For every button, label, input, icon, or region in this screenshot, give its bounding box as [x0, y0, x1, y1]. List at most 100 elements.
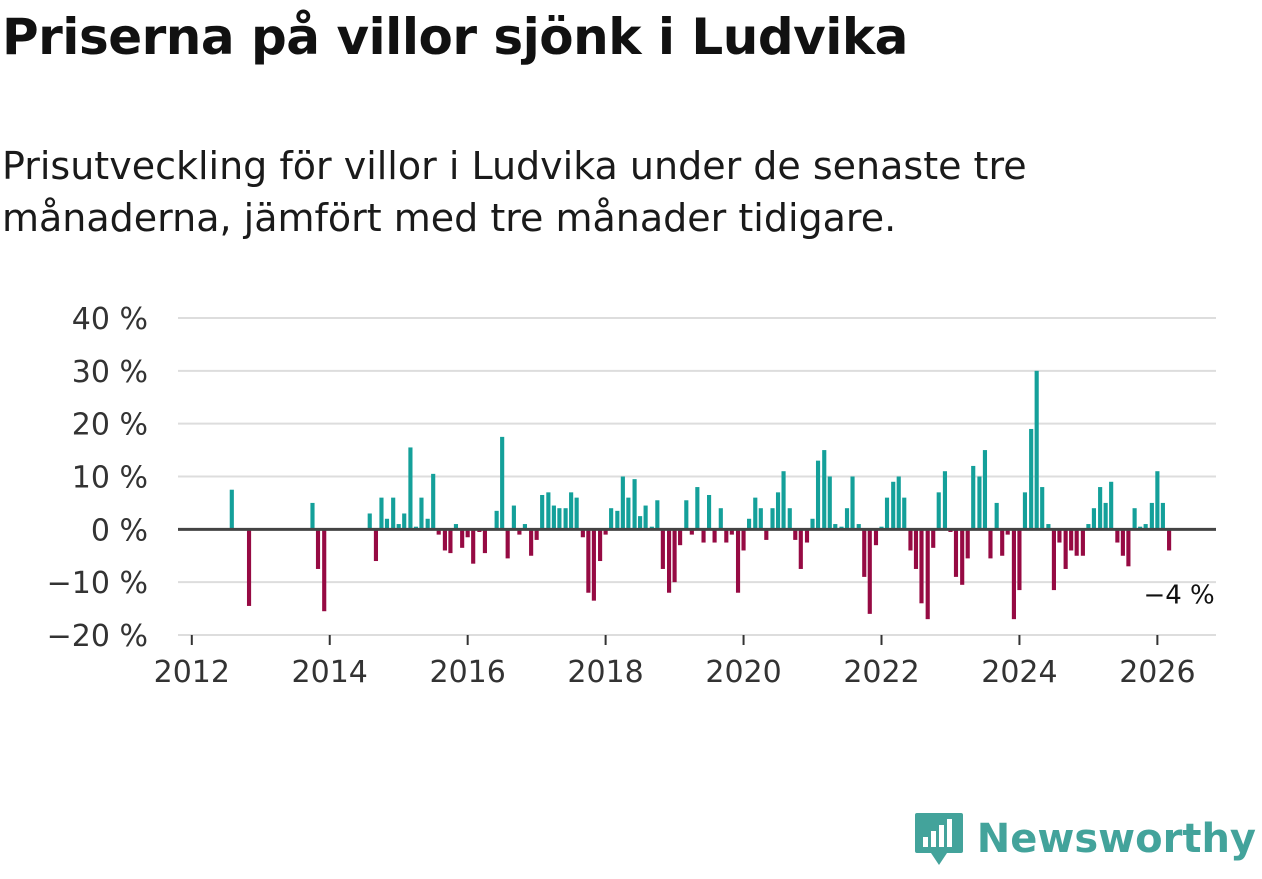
bar [425, 518, 430, 530]
bar [546, 492, 551, 530]
bar [384, 518, 390, 530]
bar [598, 529, 603, 562]
bar [626, 497, 631, 530]
bar [574, 497, 579, 530]
bar [942, 471, 948, 530]
x-tick-label: 2014 [292, 655, 368, 690]
bar [1080, 529, 1085, 556]
bar [1057, 529, 1062, 543]
bar [707, 494, 712, 530]
bar [482, 529, 487, 554]
y-tick-label: 0 % [91, 513, 148, 548]
bar [764, 529, 769, 540]
bar [453, 524, 459, 530]
chart-subtitle: Prisutveckling för villor i Ludvika unde… [2, 144, 1027, 240]
bar [770, 508, 775, 530]
y-tick-label: −10 % [47, 566, 148, 601]
y-tick-label: 10 % [72, 461, 148, 496]
bar [534, 529, 539, 540]
bar [718, 508, 723, 530]
bar [632, 479, 637, 530]
bar [517, 529, 522, 535]
bar [229, 489, 234, 530]
y-tick-label: −20 % [47, 619, 148, 654]
newsworthy-brand-name: Newsworthy [976, 816, 1256, 862]
bar [448, 529, 453, 554]
bar [758, 508, 763, 530]
bar [891, 481, 896, 530]
bar [798, 529, 803, 569]
bar [994, 502, 999, 530]
bar [1120, 529, 1125, 556]
bar [402, 513, 407, 530]
x-tick-label: 2024 [981, 655, 1057, 690]
bar [655, 500, 660, 530]
bar [822, 450, 827, 530]
bar [804, 529, 810, 543]
bar [712, 529, 717, 543]
bar [569, 492, 574, 530]
bar [787, 508, 792, 530]
bar [436, 529, 441, 535]
bar-chart: 40 % 30 % 20 % 10 % 0 % −10 % −20 % 2012 2014 20… [47, 302, 1216, 690]
bar [735, 529, 741, 593]
bar [1046, 524, 1051, 530]
bar [1034, 370, 1039, 530]
y-tick-label: 40 % [72, 302, 148, 337]
bar [919, 529, 924, 604]
bar [373, 529, 379, 562]
bar [781, 471, 786, 530]
y-tick-label: 20 % [72, 408, 148, 443]
bar [557, 508, 562, 530]
bar [379, 497, 384, 530]
bar [1143, 524, 1148, 530]
bar [367, 513, 372, 530]
bar [1103, 502, 1108, 530]
bar [753, 497, 758, 530]
bar [442, 529, 447, 551]
bar [1126, 529, 1131, 567]
bar [971, 465, 976, 530]
bar [1109, 481, 1114, 530]
bar [471, 529, 476, 564]
bar [1005, 529, 1010, 535]
chart-title: Priserna på villor sjönk i Ludvika [2, 8, 908, 66]
bar [1011, 529, 1016, 620]
bar [953, 529, 959, 577]
bar [315, 529, 321, 569]
bar [1149, 502, 1154, 530]
bar [862, 529, 867, 577]
bar [666, 529, 672, 593]
bar [1115, 529, 1120, 543]
y-tick-label: 30 % [72, 355, 148, 390]
bar [586, 529, 591, 593]
bar [873, 529, 879, 546]
bar [529, 529, 534, 556]
bar [1091, 508, 1096, 530]
x-tick-label: 2016 [429, 655, 505, 690]
bar [465, 529, 470, 538]
bar [551, 505, 556, 530]
x-axis: 2012 2014 2016 2018 2020 2022 2024 2026 [154, 635, 1196, 690]
bar [505, 529, 510, 559]
bar [540, 494, 545, 530]
bar [1000, 529, 1005, 556]
bar [729, 529, 734, 535]
bar [1069, 529, 1074, 551]
newsworthy-logo: Newsworthy [913, 811, 1256, 867]
bar [936, 492, 941, 530]
x-tick-label: 2026 [1119, 655, 1195, 690]
bar [522, 524, 527, 530]
bar [1040, 487, 1045, 530]
bar [827, 476, 832, 530]
bar [419, 497, 424, 530]
bar [844, 508, 850, 530]
bar [431, 473, 436, 530]
bar [701, 529, 706, 543]
bar [982, 450, 988, 530]
bar [850, 476, 855, 530]
x-tick-label: 2012 [154, 655, 230, 690]
bar [988, 529, 993, 559]
bar [908, 529, 913, 551]
bar [1074, 529, 1079, 556]
